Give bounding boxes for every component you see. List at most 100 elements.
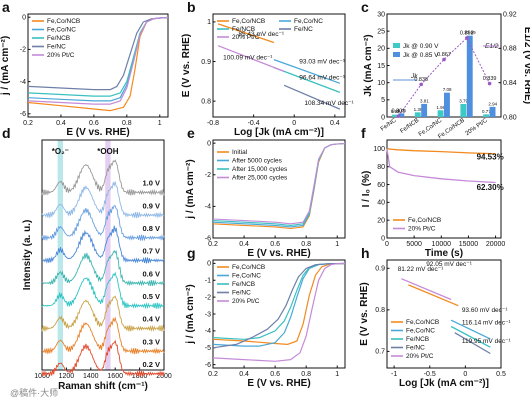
panel-a: a 0.2 0.4 0.6 0.8 1 0 -2 -4 -6 E (V vs. RHE) j / (m… [0,0,169,138]
x-tick-label: 2000 [156,373,172,380]
y-axis-title: E (V vs. RHE) [181,34,192,97]
e12-value-label: 0.839 [483,76,497,82]
series-line [273,58,341,84]
x-tick-label: 20000 [486,241,506,248]
legend-entry: Fe,Co/NCB [47,18,80,25]
y-axis-title: Jk (mA cm⁻²) [363,34,374,96]
series-line [408,284,459,307]
e12-value-label: 0.801 [392,109,406,115]
x-axis-title: Time (s) [425,248,463,259]
y-tick-label: 0 [381,235,385,242]
series-line [386,148,496,155]
x-tick-label: 0.8 [301,371,311,378]
y-tick-label: 0.7 [375,349,385,356]
x-tick-label: 0 [463,371,467,378]
slope-annotation: 108.34 mV dec⁻¹ [304,100,354,107]
potential-label: 0.9 V [142,201,160,210]
legend-entry: Fe,Co/NC [47,27,76,34]
x-tick-label: -0.5 [424,371,436,378]
legend-entry: Initial [232,149,248,156]
legend-entry: Jk @ 0.90 V [403,43,439,50]
x-tick-label: 1000 [34,373,50,380]
y-tick-label: 0.8 [201,98,211,105]
bar [414,112,421,117]
panel-b: b -0.8 -0.4 0 0.4 0.8 0.9 1 Log [Jk (mA cm⁻²)] E … [181,0,355,138]
bar [489,106,496,117]
y2-tick-label: 0.80 [503,114,517,121]
series-line [212,142,346,230]
potential-label: 0.4 V [142,315,160,324]
y-tick-label: -6 [20,111,26,118]
y-tick-label: -3 [205,311,211,318]
legend-entry: Fe,Co/NCB [232,18,265,25]
y2-axis-title: E1/2 (V vs. RHE) [522,27,530,104]
e12-value-label: 0.892 [460,31,474,37]
slope-annotation: 96.64 mV dec⁻¹ [299,74,346,81]
y-tick-label: 0 [207,261,211,268]
y-tick-label: -6 [205,235,211,242]
bar-value-label: 1.05 [397,108,406,113]
x-tick-label: 1200 [59,373,75,380]
x-tick-label: 0.6 [270,371,280,378]
series-line [212,142,346,225]
y-tick-label: 20 [377,46,385,53]
panel-h: h -1 -0.5 0 0.5 0.7 0.8 0.9 Log [Jk (mA cm⁻²)] E … [359,245,511,389]
bar-value-label: 3.81 [420,98,429,103]
bar-value-label: 0.68 [391,109,400,114]
y-axis-title: I / I₀ (%) [361,171,372,208]
y-axis-title: j / (mA cm⁻²) [185,159,196,219]
potential-label: 0.7 V [142,247,160,256]
y-tick-label: 5 [381,97,385,104]
legend-entry: After 15,000 cycles [232,166,288,173]
legend-entry: Fe/NC [294,26,313,33]
panel-d-frame [41,139,165,371]
series-line [450,319,491,340]
y-tick-label: 0.8 [375,307,385,314]
raman-spectrum [41,181,165,219]
x-tick-label: 0.4 [239,371,249,378]
panel-d-letter: d [2,125,11,141]
x-tick-label: 1 [335,371,339,378]
y-tick-label: -5 [205,345,211,352]
legend-entry: Fe,Co/NC [232,273,261,280]
legend-swatch [393,52,400,57]
series-line [212,262,346,349]
x-tick-label: 0.8 [122,120,132,127]
x-axis-title: E (V vs. RHE) [66,127,129,138]
legend-entry: Fe/NC [47,44,66,51]
y-tick-label: 0 [381,114,385,121]
potential-label: 0.3 V [142,337,160,346]
y-tick-label: 10 [377,80,385,87]
y-tick-label: -4 [20,79,26,86]
y-tick-label: 60 [377,182,385,189]
x-tick-label: 0.4 [239,241,249,248]
bar [398,113,405,117]
y-tick-label: 30 [377,11,385,18]
series-line [27,16,169,105]
y-tick-label: -2 [205,294,211,301]
x-tick-label: -0.4 [248,120,260,127]
raman-spectrum [41,205,165,242]
bar-value-label: 1.36 [414,107,423,112]
x-category-label: 20% Pt/C [465,117,490,137]
x-tick-label: 0.6 [270,241,280,248]
y-tick-label: -2 [20,47,26,54]
band-label: *O₂⁻ [52,147,69,156]
bar-value-label: 23.69 [464,30,476,35]
panel-b-letter: b [187,0,196,15]
legend-entry: 20% Pt/C [406,353,434,360]
x-tick-label: 0 [385,241,389,248]
y-axis-title: j / (mA cm⁻²) [0,36,11,96]
series-line [212,262,346,362]
panel-g-letter: g [187,245,196,261]
series-line [273,66,341,94]
legend-entry: Fe,Co/NCB [408,217,441,224]
legend-entry: Fe/NCB [406,336,429,343]
legend-entry: 20% Pt/C [232,298,260,305]
panel-d: *O₂⁻ *OOH d 1000 1200 1400 1600 1800 2000 Raman s… [2,125,172,392]
bar [460,103,467,117]
e12-point [487,81,492,86]
y-tick-label: 0 [207,140,211,147]
x-tick-label: 0.5 [496,371,506,378]
bar [437,110,444,117]
